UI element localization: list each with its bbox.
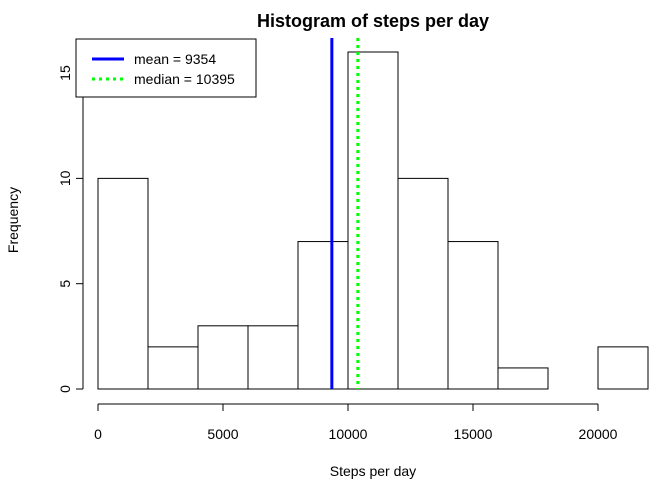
legend: mean = 9354 median = 10395 [75, 38, 257, 98]
histogram-bar-8 [497, 367, 549, 390]
histogram-bar-5 [347, 51, 399, 390]
bars-group [97, 51, 649, 390]
reference-lines-group [330, 38, 360, 389]
legend-box [75, 38, 257, 98]
x-axis: 0 5000 10000 15000 20000 [94, 403, 618, 442]
x-tick-label: 5000 [207, 426, 238, 442]
chart-title: Histogram of steps per day [257, 11, 489, 31]
x-tick-label: 0 [94, 426, 102, 442]
histogram-bar-4 [297, 241, 349, 390]
y-tick-label: 0 [57, 385, 73, 393]
histogram-bar-2 [197, 325, 249, 390]
y-tick-label: 10 [57, 170, 73, 186]
histogram-bar-6 [397, 177, 449, 390]
legend-mean-label: mean = 9354 [134, 51, 216, 67]
histogram-bar-0 [97, 177, 149, 390]
histogram-bar-7 [447, 241, 499, 390]
y-axis-label: Frequency [5, 187, 21, 253]
x-axis-label: Steps per day [330, 463, 416, 479]
x-tick-label: 20000 [579, 426, 618, 442]
y-tick-label: 5 [57, 280, 73, 288]
histogram-bar-1 [147, 346, 199, 390]
histogram-bar-3 [247, 325, 299, 390]
y-axis: 0 5 10 15 [57, 65, 84, 393]
legend-median-label: median = 10395 [134, 71, 235, 87]
histogram-bar-10 [597, 346, 649, 390]
x-tick-label: 10000 [329, 426, 368, 442]
x-tick-label: 15000 [454, 426, 493, 442]
y-tick-label: 15 [57, 65, 73, 81]
